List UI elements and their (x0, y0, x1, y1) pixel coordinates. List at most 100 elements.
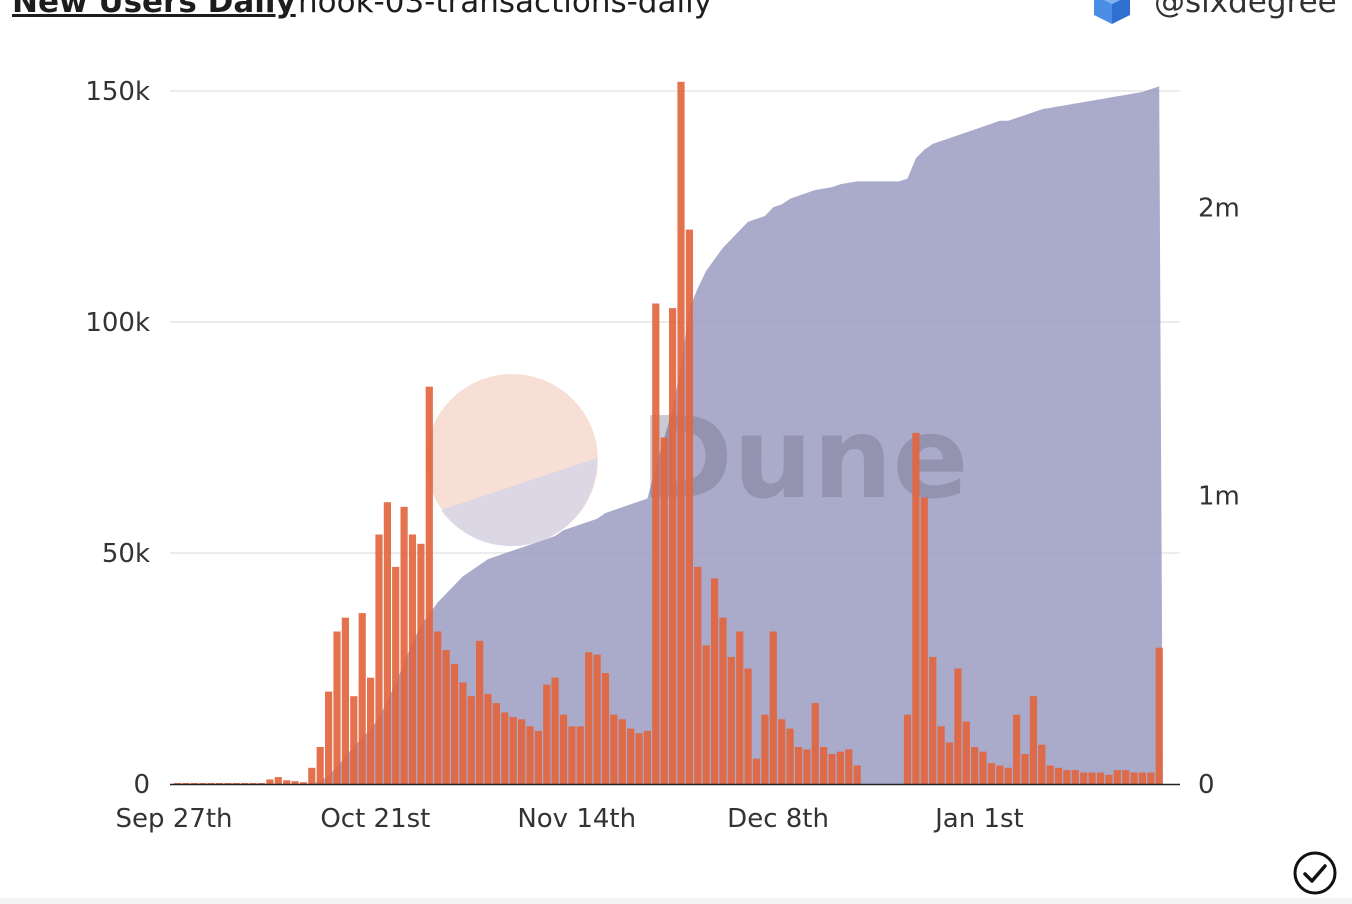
chart-title-link[interactable]: New Users Daily (12, 0, 296, 20)
bar-40[interactable] (509, 717, 517, 784)
bar-54[interactable] (627, 728, 635, 784)
bar-26[interactable] (392, 566, 400, 784)
bar-107[interactable] (1071, 770, 1079, 784)
bar-92[interactable] (945, 742, 954, 784)
bar-38[interactable] (492, 703, 500, 784)
bar-43[interactable] (534, 730, 542, 784)
bar-116[interactable] (1147, 772, 1155, 785)
bar-113[interactable] (1122, 770, 1130, 784)
bar-88[interactable] (912, 432, 920, 784)
bar-105[interactable] (1055, 767, 1063, 784)
bar-64[interactable] (711, 578, 719, 784)
bar-42[interactable] (526, 726, 534, 785)
bar-79[interactable] (836, 751, 844, 784)
bar-31[interactable] (434, 631, 442, 785)
bar-17[interactable] (316, 747, 324, 784)
bar-103[interactable] (1038, 744, 1046, 784)
bar-111[interactable] (1105, 774, 1113, 784)
bar-44[interactable] (543, 684, 551, 784)
bar-39[interactable] (501, 712, 509, 784)
checkmark-circle-icon[interactable] (1292, 850, 1338, 896)
bar-13[interactable] (283, 780, 291, 784)
bar-41[interactable] (518, 719, 526, 784)
bar-25[interactable] (383, 502, 391, 784)
bar-106[interactable] (1063, 770, 1071, 784)
bar-20[interactable] (341, 617, 349, 784)
bar-114[interactable] (1130, 772, 1138, 785)
bar-62[interactable] (694, 566, 702, 784)
bar-70[interactable] (761, 714, 769, 784)
bar-58[interactable] (660, 437, 668, 785)
bar-93[interactable] (954, 668, 962, 785)
bar-33[interactable] (450, 663, 459, 784)
bar-29[interactable] (417, 543, 425, 784)
bar-90[interactable] (929, 657, 937, 784)
bar-65[interactable] (719, 617, 727, 784)
bar-109[interactable] (1088, 772, 1096, 785)
bar-117[interactable] (1155, 647, 1163, 784)
bar-59[interactable] (669, 308, 677, 784)
bar-27[interactable] (400, 506, 408, 784)
bar-35[interactable] (467, 696, 475, 784)
bar-77[interactable] (820, 747, 828, 784)
bar-46[interactable] (559, 714, 568, 784)
bar-100[interactable] (1013, 714, 1021, 784)
bar-15[interactable] (299, 782, 308, 784)
bar-97[interactable] (987, 763, 995, 784)
bar-34[interactable] (459, 682, 467, 784)
bar-12[interactable] (274, 777, 282, 784)
bar-11[interactable] (266, 779, 274, 784)
bar-6[interactable] (224, 783, 232, 784)
bar-94[interactable] (962, 721, 970, 784)
bar-23[interactable] (367, 677, 375, 784)
bar-112[interactable] (1113, 770, 1121, 784)
bar-48[interactable] (576, 726, 584, 785)
bar-53[interactable] (618, 719, 626, 784)
bar-68[interactable] (744, 668, 752, 785)
bar-10[interactable] (257, 783, 266, 784)
bar-50[interactable] (593, 654, 601, 784)
bar-51[interactable] (601, 673, 610, 784)
bar-91[interactable] (937, 726, 945, 785)
bar-18[interactable] (325, 691, 333, 784)
bar-14[interactable] (291, 781, 299, 784)
bar-99[interactable] (1004, 767, 1012, 784)
bar-63[interactable] (702, 645, 710, 784)
bar-32[interactable] (442, 650, 450, 784)
bar-3[interactable] (199, 783, 207, 784)
bar-37[interactable] (484, 693, 492, 784)
bar-5[interactable] (215, 783, 224, 784)
bar-9[interactable] (249, 783, 257, 784)
bar-102[interactable] (1029, 696, 1037, 784)
author-handle[interactable]: @sixdegree (1154, 0, 1337, 20)
bar-78[interactable] (828, 754, 836, 784)
bar-104[interactable] (1046, 765, 1054, 785)
bar-75[interactable] (803, 749, 811, 784)
bar-2[interactable] (190, 783, 198, 784)
bar-66[interactable] (727, 657, 735, 784)
bar-24[interactable] (375, 534, 383, 785)
bar-98[interactable] (996, 765, 1004, 785)
bar-22[interactable] (358, 613, 366, 784)
bar-96[interactable] (979, 751, 987, 784)
bar-16[interactable] (308, 767, 316, 784)
bar-87[interactable] (903, 714, 912, 784)
bar-0[interactable] (174, 783, 182, 784)
bar-101[interactable] (1021, 754, 1029, 784)
bar-115[interactable] (1138, 772, 1146, 785)
bar-110[interactable] (1096, 772, 1105, 785)
bar-30[interactable] (425, 386, 433, 784)
bar-21[interactable] (350, 696, 358, 784)
bar-74[interactable] (794, 747, 803, 784)
bar-95[interactable] (971, 747, 979, 784)
bar-28[interactable] (408, 534, 417, 785)
bar-4[interactable] (207, 783, 215, 784)
bar-19[interactable] (333, 631, 341, 785)
bar-45[interactable] (551, 677, 559, 784)
bar-67[interactable] (736, 631, 744, 785)
bar-55[interactable] (635, 733, 643, 784)
bar-57[interactable] (652, 303, 660, 785)
bar-47[interactable] (568, 726, 576, 785)
bar-73[interactable] (786, 728, 794, 784)
bar-81[interactable] (853, 765, 861, 785)
